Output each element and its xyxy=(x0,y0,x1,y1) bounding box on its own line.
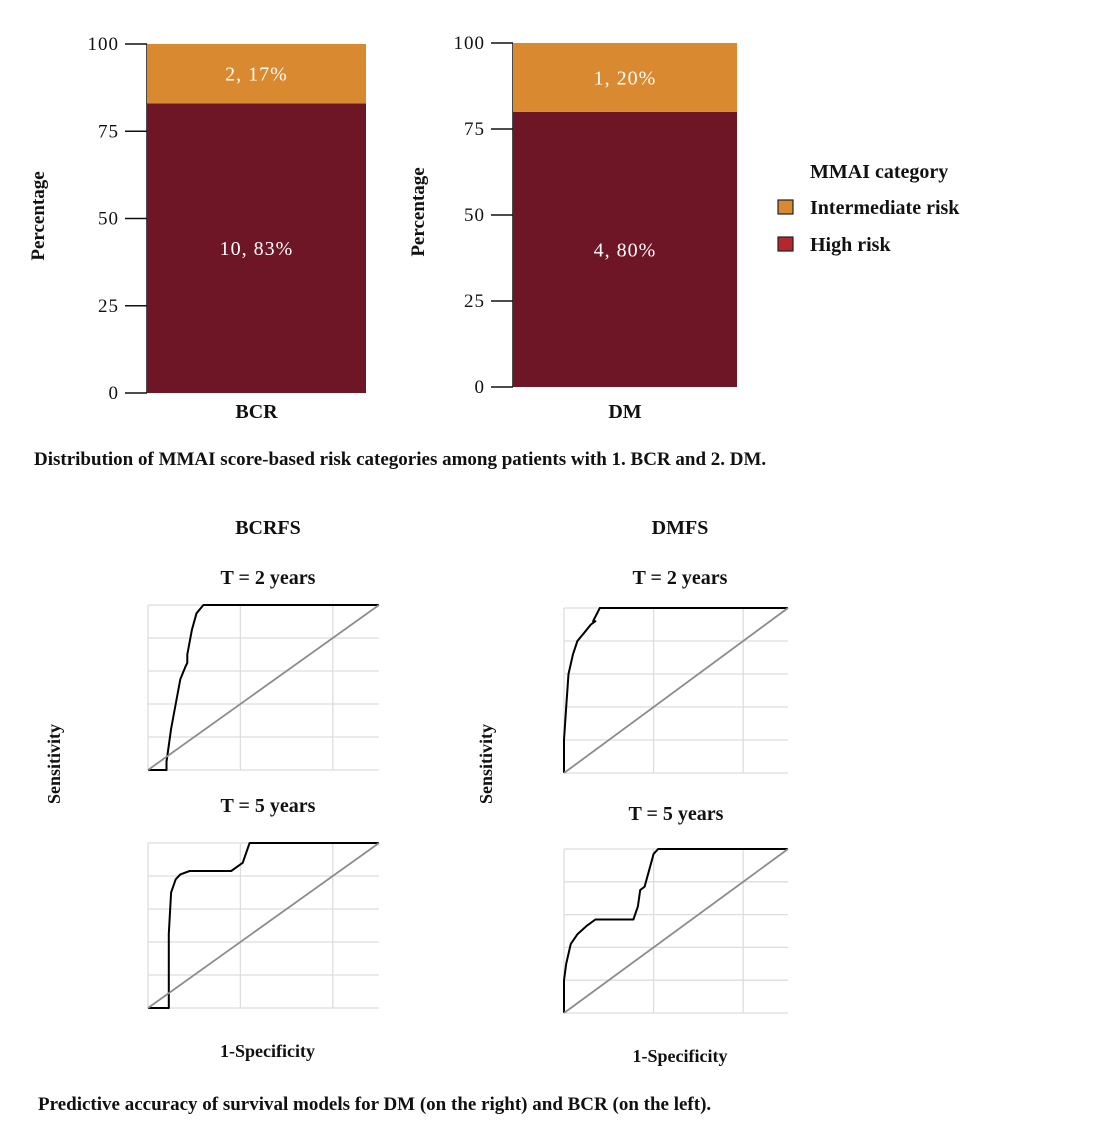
legend-swatch xyxy=(777,199,794,215)
legend-entry-label: Intermediate risk xyxy=(810,197,960,219)
roc-group-title: BCRFS xyxy=(235,0,301,5)
roc-reference-diagonal xyxy=(563,607,789,774)
roc-group-title: DMFS xyxy=(652,517,709,539)
roc-panel-title: T = 2 years xyxy=(633,567,728,589)
top-caption: Distribution of MMAI score-based risk ca… xyxy=(34,449,767,470)
bar-data-label: 1, 20% xyxy=(594,67,657,89)
roc-curve xyxy=(148,842,379,1009)
bar-y-tick-label: 0 xyxy=(109,383,120,404)
roc-y-axis-title-left: Sensitivity xyxy=(44,724,64,804)
bar-y-axis-title: Percentage xyxy=(28,171,49,260)
roc-curve xyxy=(563,848,788,1013)
roc-curve xyxy=(148,604,379,771)
roc-curve xyxy=(563,607,788,773)
roc-reference-diagonal xyxy=(147,842,380,1009)
roc-reference-diagonal xyxy=(563,848,789,1014)
roc-reference-diagonal xyxy=(147,604,380,771)
bar-data-label: 2, 17% xyxy=(225,64,288,86)
legend-title: MMAI category xyxy=(810,161,948,183)
bar-data-label: 4, 80% xyxy=(594,239,657,261)
legend-entry-label: High risk xyxy=(810,234,891,256)
bar-y-tick-label: 100 xyxy=(454,33,486,54)
bar-segment xyxy=(513,111,737,388)
roc-x-axis-title: 1-Specificity xyxy=(633,1046,728,1066)
roc-panel-title: T = 5 years xyxy=(221,795,316,817)
roc-y-axis-title-right: Sensitivity xyxy=(476,724,496,804)
bar-segment xyxy=(147,103,366,393)
bar-data-label: 10, 83% xyxy=(220,238,294,260)
bar-y-tick-label: 25 xyxy=(464,291,485,312)
bar-x-category-label: BCR xyxy=(235,401,278,423)
roc-panel-title: T = 2 years xyxy=(221,567,316,589)
bar-x-category-label: DM xyxy=(608,401,641,423)
bar-y-tick-label: 100 xyxy=(88,34,120,55)
bar-segment xyxy=(147,44,366,104)
bar-y-tick-label: 50 xyxy=(464,205,485,226)
roc-panel-title: T = 5 years xyxy=(629,803,724,825)
bar-y-axis-title: Percentage xyxy=(408,167,429,256)
roc-group-title: DMFS xyxy=(648,0,705,5)
bar-segment xyxy=(513,43,737,112)
roc-x-axis-title: 1-Specificity xyxy=(220,1041,315,1061)
bar-y-tick-label: 75 xyxy=(98,121,119,142)
bar-y-tick-label: 0 xyxy=(475,377,486,398)
bar-y-tick-label: 25 xyxy=(98,296,119,317)
bottom-caption: Predictive accuracy of survival models f… xyxy=(38,1094,712,1115)
legend-swatch xyxy=(777,236,794,252)
bar-y-tick-label: 50 xyxy=(98,209,119,230)
bar-y-tick-label: 75 xyxy=(464,119,485,140)
roc-group-title: BCRFS xyxy=(235,517,301,539)
